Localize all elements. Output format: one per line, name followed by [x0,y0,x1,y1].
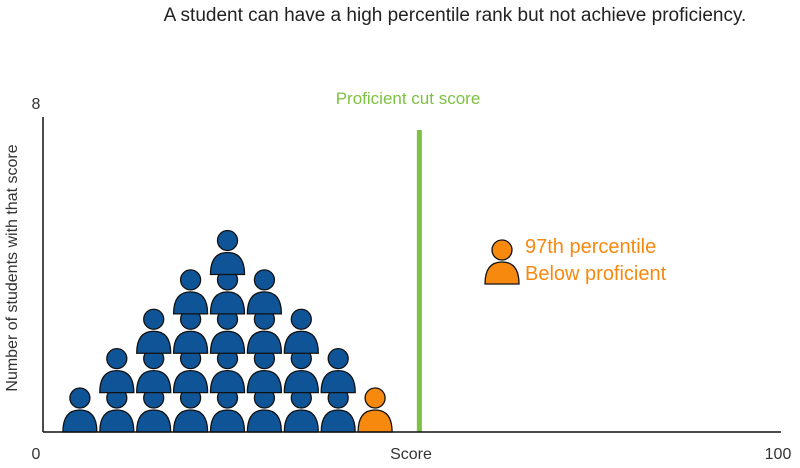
student-point [99,387,135,433]
chart-title: A student can have a high percentile ran… [164,5,747,26]
student-point [136,308,172,354]
plot-area [62,130,422,433]
student-point [246,308,283,354]
student-point [283,308,319,354]
student-point [172,387,209,433]
highlighted-student-point [357,387,393,433]
annotation-line-percentile: 97th percentile [525,236,656,258]
x-axis-label: Score [390,446,432,463]
student-point [246,269,283,315]
student-point [283,347,319,394]
annotation-person-icon [484,239,520,285]
student-point [320,347,356,394]
student-point [246,387,283,433]
y-axis-label: Number of students with that score [4,144,21,391]
student-point [283,387,319,433]
student-point [209,387,246,433]
student-point [209,229,246,276]
annotation: 97th percentile Below proficient [484,236,667,285]
student-point [136,347,172,394]
student-point [172,308,209,354]
x-tick-label-max: 100 [765,446,792,463]
y-tick-label-max: 8 [32,96,41,113]
student-point [246,347,283,394]
x-tick-label-min: 0 [32,446,41,463]
student-point [62,387,98,433]
cut-score-label: Proficient cut score [336,89,481,108]
annotation-line-proficiency: Below proficient [525,263,667,285]
student-point [172,269,209,315]
student-point [320,387,356,433]
student-point [209,308,246,354]
student-point [99,347,135,394]
student-point [209,347,246,394]
student-point [136,387,172,433]
student-point [209,269,246,315]
student-point [172,347,209,394]
